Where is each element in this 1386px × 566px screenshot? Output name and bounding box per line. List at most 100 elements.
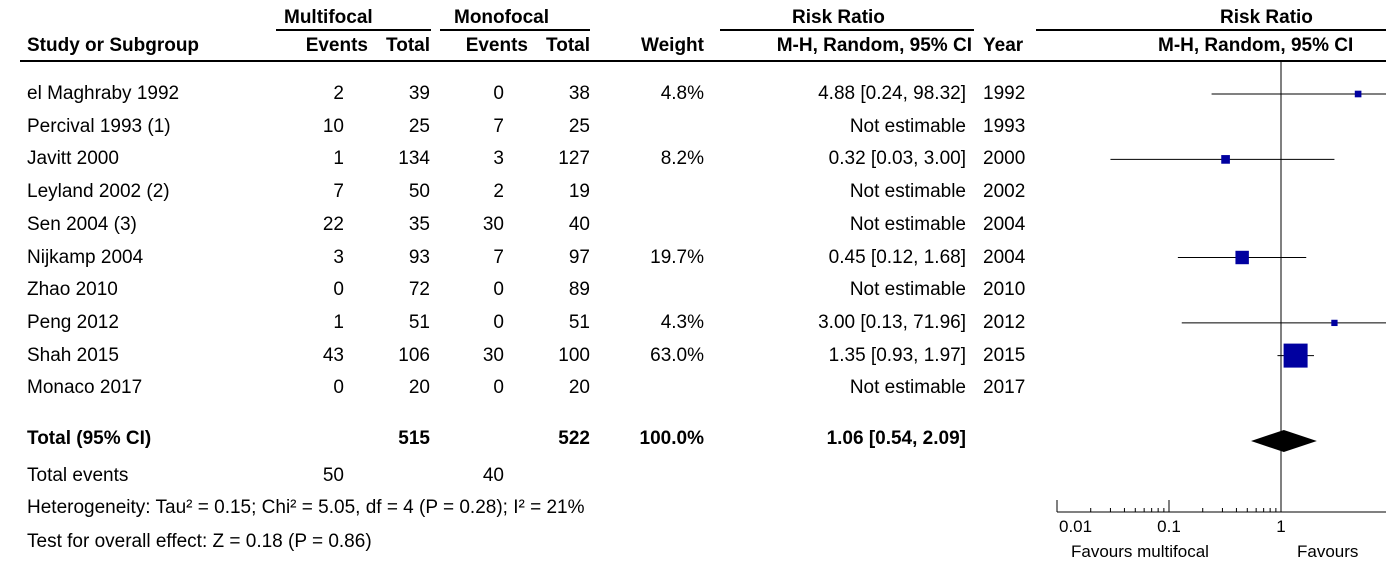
row-ci: Not estimable [849,377,966,399]
row-total2: 20 [568,377,590,399]
multifocal-group-header: Multifocal [284,7,373,28]
monofocal-group-header: Monofocal [454,7,549,28]
row-events1: 22 [322,213,344,235]
row-weight: 19.7% [650,246,704,268]
row-ci: Not estimable [849,279,966,301]
study-point-square [1354,90,1362,98]
col-ci-header: M-H, Random, 95% CI [776,35,972,56]
total-label: Total (95% CI) [27,428,152,449]
row-ci: Not estimable [849,213,966,235]
total-ci: 1.06 [0.54, 2.09] [826,428,966,449]
row-events1: 10 [322,115,344,137]
row-total2: 51 [568,311,590,333]
row-events2: 30 [482,344,504,366]
row-year: 2004 [983,246,1026,268]
row-events1: 0 [333,279,344,301]
row-total1: 50 [408,181,430,203]
row-year: 2000 [983,148,1026,170]
row-ci: Not estimable [849,115,966,137]
row-events1: 2 [333,83,344,104]
row-total1: 72 [408,279,430,301]
total-weight: 100.0% [639,428,704,449]
row-year: 2010 [983,279,1026,301]
row-study: Peng 2012 [27,311,119,333]
row-events2: 30 [482,213,504,235]
row-events1: 0 [333,377,344,399]
study-point-square [1283,343,1308,368]
row-total1: 20 [408,377,430,399]
multifocal-underline [276,29,431,31]
row-ci: 0.45 [0.12, 1.68] [828,246,966,268]
row-year: 2017 [983,377,1026,399]
study-point-square [1331,319,1338,327]
row-events2: 0 [493,311,504,333]
risk-ratio-plot-header: Risk Ratio [1220,7,1313,28]
row-events1: 1 [333,148,344,170]
row-study: Sen 2004 (3) [27,213,137,235]
row-events2: 7 [493,115,504,137]
row-total1: 39 [408,83,430,104]
row-study: Monaco 2017 [27,377,143,399]
total-events2: 40 [482,465,504,486]
row-total1: 35 [408,213,430,235]
x-tick-label: 0.1 [1157,517,1181,536]
row-year: 2012 [983,311,1026,333]
row-study: Zhao 2010 [27,279,118,301]
row-total1: 106 [398,344,430,366]
header-rule [20,60,1386,62]
row-total2: 97 [568,246,590,268]
col-total1-header: Total [386,35,430,56]
monofocal-underline [440,29,590,31]
row-total2: 89 [568,279,590,301]
row-year: 2015 [983,344,1026,366]
row-year: 2004 [983,213,1026,235]
row-total2: 38 [568,83,590,104]
row-weight: 63.0% [650,344,704,366]
row-total2: 19 [568,181,590,203]
row-events2: 7 [493,246,504,268]
risk-ratio-plot-underline [1036,29,1386,31]
row-events2: 0 [493,377,504,399]
row-events2: 0 [493,279,504,301]
row-weight: 4.8% [660,83,704,104]
row-ci: 4.88 [0.24, 98.32] [818,83,966,104]
row-events2: 0 [493,83,504,104]
x-tick-label: 1 [1276,517,1285,536]
row-total2: 25 [568,115,590,137]
row-events1: 1 [333,311,344,333]
row-year: 1992 [983,83,1026,104]
risk-ratio-header: Risk Ratio [792,7,885,28]
row-total1: 134 [398,148,430,170]
row-events2: 3 [493,148,504,170]
row-total1: 51 [408,311,430,333]
row-ci: 1.35 [0.93, 1.97] [828,344,966,366]
favours-right-label: Favours [1297,542,1358,561]
col-study-header: Study or Subgroup [27,35,200,56]
row-study: Javitt 2000 [27,148,119,170]
row-ci: Not estimable [849,181,966,203]
x-tick-label: 0.01 [1059,517,1092,536]
risk-ratio-underline [720,29,974,31]
row-events1: 7 [333,181,344,203]
row-total2: 40 [568,213,590,235]
row-weight: 8.2% [660,148,704,170]
row-ci: 0.32 [0.03, 3.00] [828,148,966,170]
row-year: 1993 [983,115,1026,137]
study-point-square [1235,250,1249,265]
study-point-square [1221,155,1230,164]
row-study: Percival 1993 (1) [27,115,171,137]
row-year: 2002 [983,181,1026,203]
row-total1: 93 [408,246,430,268]
row-events2: 2 [493,181,504,203]
total-events1: 50 [322,465,344,486]
total-events-label: Total events [27,465,129,486]
col-events1-header: Events [305,35,368,56]
pooled-diamond [1251,430,1317,452]
row-ci: 3.00 [0.13, 71.96] [818,311,966,333]
col-weight-header: Weight [641,35,704,56]
total-total2: 522 [558,428,590,449]
row-study: Nijkamp 2004 [27,246,144,268]
row-events1: 3 [333,246,344,268]
row-total1: 25 [408,115,430,137]
total-total1: 515 [398,428,430,449]
